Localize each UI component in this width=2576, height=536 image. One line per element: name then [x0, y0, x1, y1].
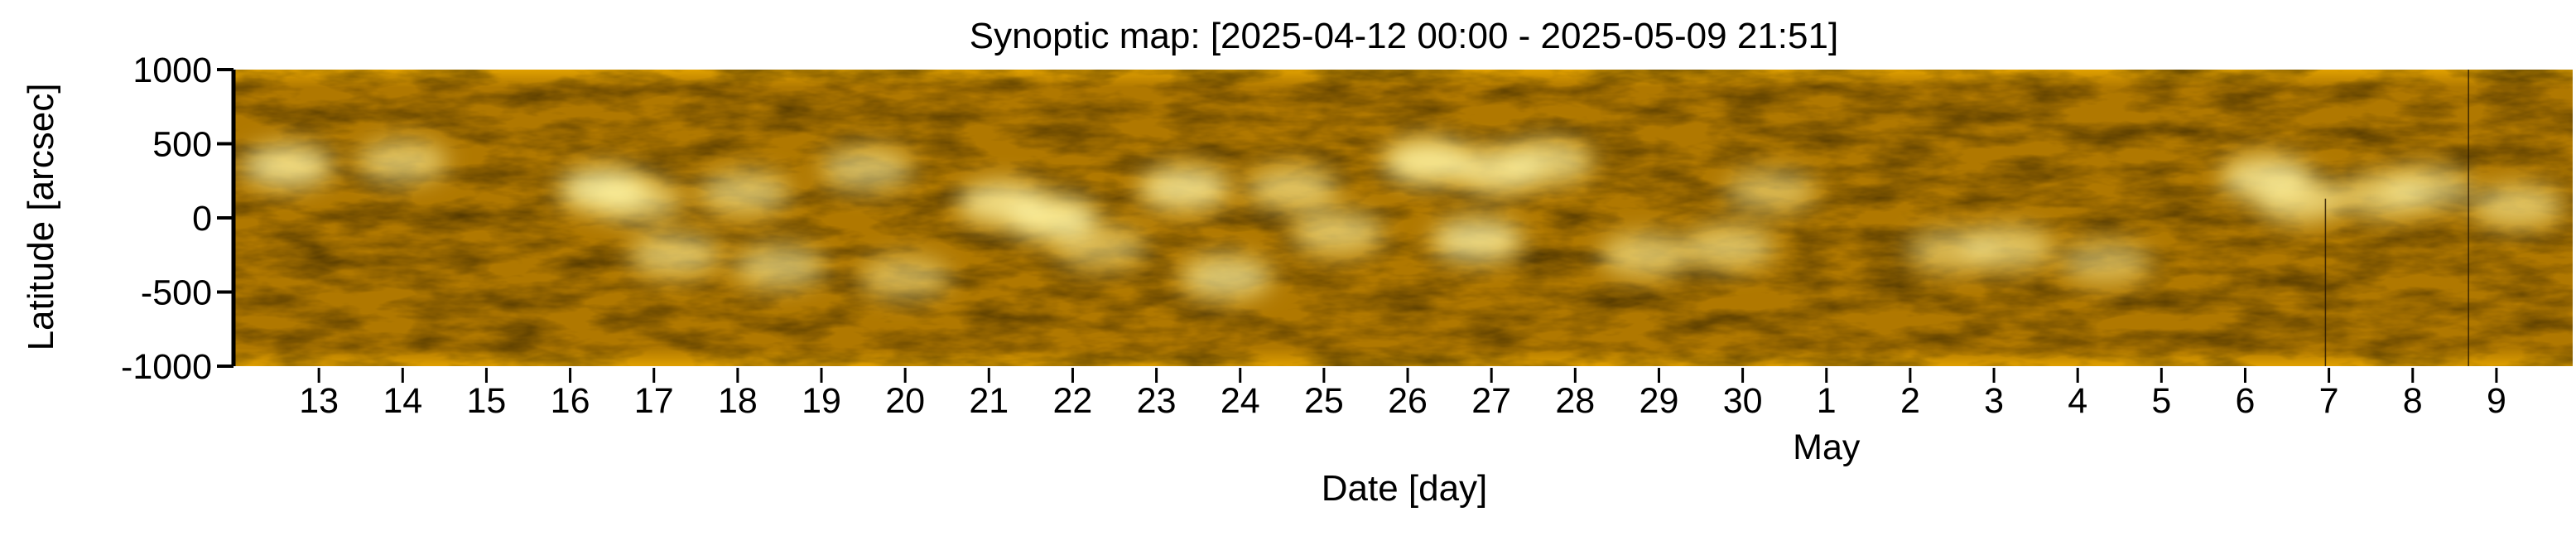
- x-tick-label: 18: [718, 381, 758, 421]
- bright-region: [1139, 167, 1230, 210]
- x-tick-label: 8: [2403, 381, 2423, 421]
- bright-region: [1292, 210, 1384, 254]
- x-tick-label: 2: [1900, 381, 1920, 421]
- y-tick-label: 1000: [132, 51, 212, 90]
- bright-region: [1599, 233, 1691, 277]
- x-tick-label: 5: [2151, 381, 2171, 421]
- bright-region: [1055, 225, 1147, 269]
- bright-region: [242, 144, 334, 188]
- x-tick-label: 15: [467, 381, 507, 421]
- x-axis-label: Date [day]: [1321, 468, 1488, 509]
- bright-region: [2472, 184, 2564, 228]
- y-tick-label: -1000: [121, 347, 212, 387]
- x-tick-label: 3: [1984, 381, 2004, 421]
- x-tick-label: 17: [634, 381, 674, 421]
- x-tick-label: 7: [2319, 381, 2339, 421]
- x-tick-label: 19: [802, 381, 841, 421]
- y-tick-label: -500: [141, 273, 212, 313]
- y-tick-label: 0: [192, 199, 212, 239]
- bright-region: [1962, 225, 2054, 269]
- bright-region: [2381, 167, 2472, 210]
- bright-region: [2059, 240, 2151, 284]
- bright-region: [1246, 167, 1338, 210]
- bright-region: [1180, 255, 1272, 299]
- bright-region: [2255, 178, 2347, 222]
- x-tick-label: 13: [299, 381, 339, 421]
- bright-region: [699, 171, 791, 215]
- x-tick-label: 16: [551, 381, 590, 421]
- bright-region: [1432, 218, 1524, 262]
- map-texture: [235, 70, 2573, 366]
- x-tick-label: 22: [1053, 381, 1093, 421]
- bright-region: [590, 178, 682, 222]
- x-tick-label: 28: [1555, 381, 1595, 421]
- bright-regions: [242, 139, 2564, 299]
- bright-region: [357, 139, 449, 183]
- bright-region: [821, 147, 912, 191]
- x-tick-label: 1: [1817, 381, 1837, 421]
- bright-region: [629, 233, 721, 277]
- bright-region: [1006, 196, 1098, 239]
- x-tick-label: 21: [969, 381, 1009, 421]
- x-tick-label: 30: [1723, 381, 1763, 421]
- bright-region: [1683, 225, 1774, 269]
- x-tick-label: 26: [1388, 381, 1428, 421]
- bright-region: [1725, 169, 1817, 213]
- chart-title: Synoptic map: [2025-04-12 00:00 - 2025-0…: [969, 16, 1839, 56]
- x-tick-label: 4: [2068, 381, 2087, 421]
- x-tick-label: 29: [1639, 381, 1679, 421]
- plot-area: [235, 70, 2573, 366]
- bright-region: [1501, 139, 1593, 183]
- x-tick-label: 6: [2236, 381, 2256, 421]
- y-tick-label: 500: [152, 125, 212, 165]
- x-tick-label: 9: [2487, 381, 2506, 421]
- x-tick-label: 23: [1137, 381, 1177, 421]
- x-tick-label: 27: [1471, 381, 1511, 421]
- x-tick-label: 14: [383, 381, 422, 421]
- bright-region: [734, 245, 826, 289]
- x-tick-label: 20: [885, 381, 925, 421]
- dark-lines: [2324, 70, 2469, 366]
- month-label: May: [1793, 427, 1861, 467]
- x-tick-label: 25: [1304, 381, 1344, 421]
- bright-region: [859, 255, 951, 299]
- x-tick-label: 24: [1221, 381, 1260, 421]
- bright-region: [1383, 139, 1475, 183]
